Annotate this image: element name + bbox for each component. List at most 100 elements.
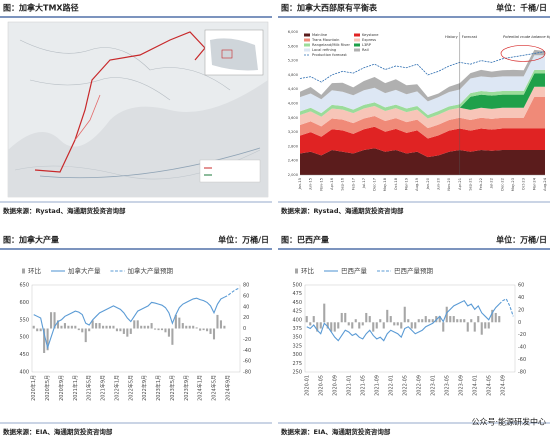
- bar: [199, 328, 202, 331]
- x-tick-label: Sep-21: [468, 178, 472, 191]
- x-tick-label: 2023年9月: [183, 375, 190, 401]
- x-tick-label: 2020年1月: [30, 375, 37, 401]
- panel-source: 数据来源：Rystad、海通期货投资咨询部: [3, 206, 126, 215]
- bar: [466, 322, 469, 332]
- bar: [115, 328, 118, 332]
- bar: [140, 325, 143, 329]
- bar: [368, 316, 371, 323]
- area: [300, 126, 545, 158]
- y2-tick-label: 40: [518, 295, 524, 301]
- bar: [129, 328, 132, 334]
- bar: [480, 322, 483, 335]
- bar: [417, 319, 420, 323]
- y-tick-label: 350: [292, 335, 302, 341]
- y2-tick-label: -80: [243, 370, 251, 376]
- bar: [56, 320, 60, 329]
- x-tick-label: Feb-17: [351, 178, 355, 190]
- bar: [344, 312, 347, 323]
- bar: [449, 316, 452, 323]
- bar: [70, 325, 73, 329]
- bar: [192, 325, 195, 329]
- legend-label: Rangeland/Milk River: [312, 43, 351, 47]
- bar: [337, 322, 340, 329]
- y-tick-label: 5,200: [288, 59, 299, 63]
- area: [300, 55, 545, 115]
- bar: [88, 328, 91, 332]
- x-tick-label: Feb-22: [479, 178, 483, 190]
- bar: [323, 303, 326, 323]
- bar: [209, 328, 212, 334]
- legend-label: 加拿大产量: [68, 266, 101, 275]
- x-tick-label: 2022-05: [402, 375, 408, 396]
- bar: [206, 328, 209, 332]
- bar: [372, 322, 375, 332]
- y2-tick-label: 80: [243, 283, 249, 289]
- bar: [112, 325, 115, 329]
- bar: [133, 320, 136, 329]
- bar: [442, 322, 445, 332]
- bar: [424, 316, 427, 323]
- highlight: [500, 45, 546, 62]
- plot: [300, 49, 545, 175]
- panel-unit: 单位：千桶/日: [496, 3, 547, 13]
- y2-tick-label: 60: [518, 283, 524, 289]
- bar: [498, 316, 501, 323]
- bar: [46, 328, 49, 351]
- legend-label: Trans Mountain: [311, 38, 339, 42]
- x-tick-label: Dec-17: [373, 178, 377, 191]
- x-tick-label: 2022年9月: [141, 375, 148, 401]
- legend-label: Production forecast: [312, 53, 347, 57]
- bar: [136, 320, 139, 329]
- bar: [351, 322, 354, 329]
- legend-swatch: [304, 33, 310, 37]
- line: [224, 287, 239, 298]
- y-tick-label: 275: [292, 361, 302, 367]
- bar: [174, 314, 177, 329]
- plot-frame: [31, 284, 241, 373]
- bar: [181, 323, 184, 329]
- y2-tick-label: 20: [518, 307, 524, 313]
- y-tick-label: 3,200: [288, 130, 299, 134]
- y-tick-label: 5,600: [288, 44, 299, 48]
- bar: [188, 325, 191, 329]
- y-tick-label: 325: [292, 343, 302, 349]
- annotation: Potential crude balance tightness in TMX…: [503, 35, 550, 39]
- legend-swatch: [304, 48, 310, 52]
- area: [300, 96, 545, 139]
- bar: [347, 322, 350, 326]
- bar: [126, 328, 129, 337]
- x-tick-label: 2023-01: [430, 375, 436, 396]
- bar: [382, 322, 385, 329]
- bar: [379, 319, 382, 323]
- bar: [36, 328, 39, 332]
- bar: [95, 323, 98, 329]
- x-tick-label: 2020年5月: [44, 375, 51, 401]
- bar: [396, 322, 399, 326]
- bar: [330, 322, 333, 332]
- bar: [410, 322, 413, 329]
- x-tick-label: 2022年5月: [127, 375, 134, 401]
- y2-tick-label: -60: [518, 357, 526, 363]
- x-tick-label: 2022-01: [388, 375, 394, 396]
- legend-swatch: [295, 268, 298, 274]
- x-tick-label: 2024年1月: [197, 375, 204, 401]
- x-tick-label: 2021年9月: [100, 375, 107, 401]
- x-tick-label: 2024年5月: [211, 375, 218, 401]
- bar: [361, 322, 364, 326]
- area: [300, 69, 545, 119]
- x-tick-label: Mar-24: [532, 177, 536, 190]
- x-tick-label: 2020-01: [304, 375, 310, 396]
- legend-label: 环比: [28, 266, 42, 275]
- x-tick-label: 2021-09: [374, 375, 380, 396]
- bar: [216, 314, 219, 329]
- area: [300, 86, 545, 129]
- legend-label: 巴西产量: [341, 266, 368, 275]
- x-tick-label: 2022-09: [416, 375, 422, 396]
- bar: [84, 328, 87, 343]
- panel-source: 数据来源：EIA、海通期货投资咨询部: [3, 427, 113, 436]
- panel-title: 图：加拿大TMX路径: [3, 3, 79, 13]
- x-tick-label: 2023年1月: [155, 375, 162, 401]
- x-tick-label: Mar-19: [405, 177, 409, 190]
- panel-source: 数据来源：Rystad、海通期货投资咨询部: [281, 206, 404, 215]
- y-tick-label: 4,000: [288, 102, 299, 106]
